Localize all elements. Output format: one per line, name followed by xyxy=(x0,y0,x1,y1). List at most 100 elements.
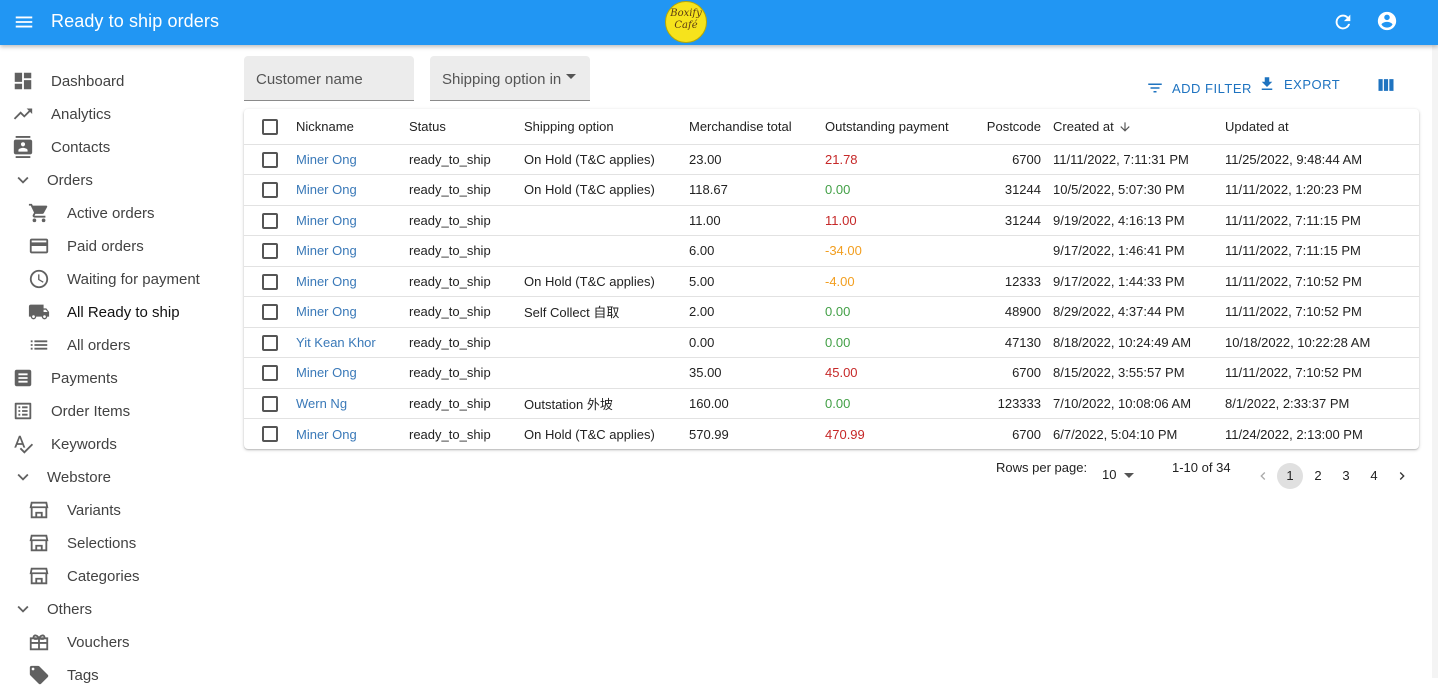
cell-nickname[interactable]: Wern Ng xyxy=(296,395,348,411)
column-header-nickname[interactable]: Nickname xyxy=(296,118,354,134)
cell-nickname[interactable]: Miner Ong xyxy=(296,426,357,442)
account-circle-icon[interactable] xyxy=(1376,10,1398,32)
table-row[interactable]: Miner Ong ready_to_ship On Hold (T&C appli… xyxy=(244,418,1419,450)
cell-shipping-option xyxy=(524,358,689,389)
sidebar-item-order-items[interactable]: Order Items xyxy=(12,396,130,426)
dropdown-caret-icon xyxy=(1124,473,1134,478)
page-button-3[interactable]: 3 xyxy=(1342,468,1350,483)
row-checkbox[interactable] xyxy=(262,212,278,229)
row-checkbox[interactable] xyxy=(262,182,278,199)
export-button[interactable]: EXPORT xyxy=(1258,75,1340,93)
cell-created-at: 11/11/2022, 7:11:31 PM xyxy=(1053,151,1189,167)
column-header-postcode[interactable]: Postcode xyxy=(986,118,1041,134)
page-button-4[interactable]: 4 xyxy=(1370,468,1378,483)
refresh-icon[interactable] xyxy=(1332,11,1354,33)
cell-status: ready_to_ship xyxy=(409,395,491,411)
sidebar-item-label: Contacts xyxy=(51,138,111,156)
sidebar-item-tags[interactable]: Tags xyxy=(28,660,99,690)
sidebar-item-variants[interactable]: Variants xyxy=(28,495,121,525)
row-checkbox[interactable] xyxy=(262,304,278,321)
row-checkbox[interactable] xyxy=(262,426,278,443)
sidebar-item-all-ready-to-ship[interactable]: All Ready to ship xyxy=(28,297,180,327)
cell-postcode: 6700 xyxy=(1012,365,1041,381)
customer-name-filter[interactable]: Customer name xyxy=(244,56,414,101)
cell-nickname[interactable]: Miner Ong xyxy=(296,151,357,167)
cell-nickname[interactable]: Yit Kean Khor xyxy=(296,334,376,350)
sidebar-item-paid-orders[interactable]: Paid orders xyxy=(28,231,144,261)
table-row[interactable]: Miner Ong ready_to_ship On Hold (T&C appli… xyxy=(244,174,1419,206)
column-header-merchandise-total[interactable]: Merchandise total xyxy=(689,118,792,134)
table-row[interactable]: Miner Ong ready_to_ship Self Collect 自取 2.0… xyxy=(244,296,1419,328)
page-button-1[interactable]: 1 xyxy=(1277,463,1303,489)
rows-per-page-select[interactable]: 10 xyxy=(1102,467,1134,482)
column-header-outstanding-payment[interactable]: Outstanding payment xyxy=(825,118,949,134)
scrollbar[interactable] xyxy=(1432,0,1438,678)
column-header-status[interactable]: Status xyxy=(409,118,446,134)
orders-table-card: Nickname Status Shipping option Merchand… xyxy=(244,109,1419,449)
cell-postcode: 47130 xyxy=(1004,334,1041,350)
page-title: Ready to ship orders xyxy=(51,11,220,31)
table-header-row: Nickname Status Shipping option Merchand… xyxy=(244,109,1419,144)
cell-created-at: 9/17/2022, 1:44:33 PM xyxy=(1053,273,1185,289)
pagination-range: 1-10 of 34 xyxy=(1172,460,1231,475)
row-checkbox[interactable] xyxy=(262,365,278,382)
column-header-updated-at[interactable]: Updated at xyxy=(1225,118,1289,134)
cell-nickname[interactable]: Miner Ong xyxy=(296,212,357,228)
cell-nickname[interactable]: Miner Ong xyxy=(296,243,357,259)
cell-created-at: 10/5/2022, 5:07:30 PM xyxy=(1053,182,1185,198)
sidebar-item-dashboard[interactable]: Dashboard xyxy=(12,66,124,96)
cell-created-at: 7/10/2022, 10:08:06 AM xyxy=(1053,395,1192,411)
shipping-option-filter[interactable]: Shipping option in xyxy=(430,56,590,101)
sidebar-item-categories[interactable]: Categories xyxy=(28,561,140,591)
sidebar-group-webstore[interactable]: Webstore xyxy=(12,462,111,492)
sidebar-item-selections[interactable]: Selections xyxy=(28,528,136,558)
select-all-checkbox[interactable] xyxy=(262,118,278,135)
sidebar-item-label: Active orders xyxy=(67,204,155,222)
cell-outstanding-payment: 0.00 xyxy=(825,182,851,198)
sidebar-item-analytics[interactable]: Analytics xyxy=(12,99,111,129)
cell-status: ready_to_ship xyxy=(409,304,491,320)
gift-card-icon xyxy=(29,634,49,651)
add-filter-button[interactable]: ADD FILTER xyxy=(1146,79,1252,97)
column-header-shipping-option[interactable]: Shipping option xyxy=(524,118,614,134)
table-row[interactable]: Yit Kean Khor ready_to_ship 0.00 0.00 47130 8… xyxy=(244,327,1419,358)
sidebar-item-waiting-for-payment[interactable]: Waiting for payment xyxy=(28,264,200,294)
cell-updated-at: 11/24/2022, 2:13:00 PM xyxy=(1225,426,1363,442)
sidebar-item-active-orders[interactable]: Active orders xyxy=(28,198,155,228)
row-checkbox[interactable] xyxy=(262,273,278,290)
menu-icon[interactable] xyxy=(13,11,35,33)
cell-nickname[interactable]: Miner Ong xyxy=(296,365,357,381)
row-checkbox[interactable] xyxy=(262,151,278,168)
sidebar-item-payments[interactable]: Payments xyxy=(12,363,118,393)
column-header-created-at[interactable]: Created at xyxy=(1053,109,1225,144)
sidebar-group-orders[interactable]: Orders xyxy=(12,165,93,195)
table-row[interactable]: Miner Ong ready_to_ship 11.00 11.00 31244 9/1… xyxy=(244,205,1419,236)
cell-postcode: 12333 xyxy=(1004,273,1041,289)
row-checkbox[interactable] xyxy=(262,334,278,351)
table-row[interactable]: Miner Ong ready_to_ship On Hold (T&C appli… xyxy=(244,144,1419,175)
chevron-right-icon[interactable] xyxy=(1394,468,1410,484)
sidebar-item-all-orders[interactable]: All orders xyxy=(28,330,130,360)
row-checkbox[interactable] xyxy=(262,395,278,412)
cell-created-at: 8/18/2022, 10:24:49 AM xyxy=(1053,334,1192,350)
sidebar-item-vouchers[interactable]: Vouchers xyxy=(28,627,130,657)
cell-nickname[interactable]: Miner Ong xyxy=(296,182,357,198)
table-row[interactable]: Miner Ong ready_to_ship 6.00 -34.00 9/17/202… xyxy=(244,235,1419,267)
columns-icon[interactable] xyxy=(1376,75,1396,95)
row-checkbox[interactable] xyxy=(262,243,278,260)
cell-nickname[interactable]: Miner Ong xyxy=(296,304,357,320)
cell-created-at: 9/17/2022, 1:46:41 PM xyxy=(1053,243,1185,259)
table-row[interactable]: Miner Ong ready_to_ship On Hold (T&C appli… xyxy=(244,266,1419,297)
cell-updated-at: 11/11/2022, 1:20:23 PM xyxy=(1225,182,1362,198)
chevron-left-icon[interactable] xyxy=(1255,468,1271,484)
contacts-icon xyxy=(13,136,33,158)
sidebar-item-keywords[interactable]: Keywords xyxy=(12,429,117,459)
table-row[interactable]: Wern Ng ready_to_ship Outstation 外坡 160.00 0… xyxy=(244,388,1419,419)
cell-merchandise-total: 6.00 xyxy=(689,243,715,259)
store-icon xyxy=(29,501,49,519)
sidebar-item-contacts[interactable]: Contacts xyxy=(12,132,110,162)
cell-nickname[interactable]: Miner Ong xyxy=(296,273,357,289)
sidebar-group-others[interactable]: Others xyxy=(12,594,92,624)
table-row[interactable]: Miner Ong ready_to_ship 35.00 45.00 6700 8/15… xyxy=(244,357,1419,389)
page-button-2[interactable]: 2 xyxy=(1314,468,1322,483)
